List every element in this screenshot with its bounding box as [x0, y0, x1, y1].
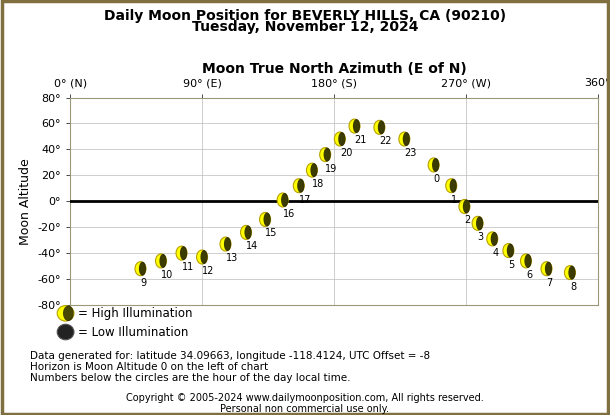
Text: 3: 3	[478, 232, 484, 242]
Ellipse shape	[310, 163, 318, 177]
Text: Numbers below the circles are the hour of the day local time.: Numbers below the circles are the hour o…	[30, 373, 351, 383]
Text: 4: 4	[492, 248, 498, 258]
X-axis label: Moon True North Azimuth (E of N): Moon True North Azimuth (E of N)	[201, 62, 467, 76]
Text: 7: 7	[547, 278, 553, 288]
Ellipse shape	[245, 225, 251, 239]
Text: 0: 0	[434, 174, 440, 184]
Ellipse shape	[135, 262, 146, 276]
Ellipse shape	[503, 244, 514, 258]
Text: 22: 22	[379, 136, 392, 146]
Ellipse shape	[338, 132, 345, 146]
Ellipse shape	[281, 193, 289, 207]
Ellipse shape	[378, 120, 385, 134]
Text: Personal non commercial use only.: Personal non commercial use only.	[220, 404, 390, 414]
Y-axis label: Moon Altitude: Moon Altitude	[19, 158, 32, 245]
Ellipse shape	[297, 179, 304, 193]
Ellipse shape	[487, 232, 498, 246]
Text: 21: 21	[354, 135, 367, 145]
Text: Copyright © 2005-2024 www.dailymoonposition.com, All rights reserved.: Copyright © 2005-2024 www.dailymoonposit…	[126, 393, 484, 403]
Text: Daily Moon Position for BEVERLY HILLS, CA (90210): Daily Moon Position for BEVERLY HILLS, C…	[104, 9, 506, 23]
Text: = High Illumination: = High Illumination	[77, 307, 192, 320]
Ellipse shape	[196, 250, 207, 264]
Ellipse shape	[432, 158, 439, 172]
Text: = Low Illumination: = Low Illumination	[77, 325, 188, 339]
Ellipse shape	[472, 216, 483, 230]
Text: 15: 15	[265, 228, 278, 238]
Text: 16: 16	[282, 209, 295, 219]
Ellipse shape	[374, 120, 385, 134]
Ellipse shape	[240, 225, 251, 239]
Ellipse shape	[399, 132, 410, 146]
Ellipse shape	[323, 148, 331, 161]
Ellipse shape	[293, 179, 304, 193]
Ellipse shape	[463, 200, 470, 213]
Text: 11: 11	[182, 262, 194, 272]
Ellipse shape	[353, 119, 360, 133]
Text: 13: 13	[226, 253, 238, 263]
Text: 17: 17	[299, 195, 311, 205]
Text: 1: 1	[451, 195, 458, 205]
Ellipse shape	[459, 200, 470, 213]
Ellipse shape	[156, 254, 167, 268]
Ellipse shape	[57, 324, 74, 340]
Text: Tuesday, November 12, 2024: Tuesday, November 12, 2024	[192, 20, 418, 34]
Ellipse shape	[277, 193, 288, 207]
Ellipse shape	[264, 212, 271, 227]
Ellipse shape	[260, 212, 271, 227]
Ellipse shape	[446, 179, 457, 193]
Ellipse shape	[507, 244, 514, 258]
Ellipse shape	[428, 158, 439, 172]
Ellipse shape	[201, 250, 207, 264]
Text: 12: 12	[202, 266, 215, 276]
Ellipse shape	[320, 148, 331, 161]
Ellipse shape	[545, 262, 552, 276]
Ellipse shape	[525, 254, 531, 268]
Ellipse shape	[334, 132, 345, 146]
Ellipse shape	[541, 262, 552, 276]
Ellipse shape	[569, 266, 575, 280]
Ellipse shape	[476, 216, 483, 230]
Ellipse shape	[349, 119, 360, 133]
Text: 19: 19	[325, 164, 337, 173]
Ellipse shape	[564, 266, 575, 280]
Ellipse shape	[306, 163, 317, 177]
Ellipse shape	[63, 305, 74, 321]
Text: Horizon is Moon Altitude 0 on the left of chart: Horizon is Moon Altitude 0 on the left o…	[30, 362, 268, 372]
Ellipse shape	[180, 246, 187, 260]
Ellipse shape	[159, 254, 167, 268]
Text: 20: 20	[340, 148, 352, 158]
Ellipse shape	[220, 237, 231, 251]
Ellipse shape	[139, 262, 146, 276]
Ellipse shape	[490, 232, 498, 246]
Text: 5: 5	[508, 259, 515, 269]
Text: 10: 10	[161, 270, 173, 280]
Ellipse shape	[450, 179, 457, 193]
Ellipse shape	[520, 254, 531, 268]
Ellipse shape	[224, 237, 231, 251]
Ellipse shape	[176, 246, 187, 260]
Ellipse shape	[403, 132, 410, 146]
Text: 14: 14	[246, 242, 258, 251]
Text: 9: 9	[140, 278, 146, 288]
Ellipse shape	[57, 305, 74, 321]
Text: Data generated for: latitude 34.09663, longitude -118.4124, UTC Offset = -8: Data generated for: latitude 34.09663, l…	[30, 351, 431, 361]
Text: 8: 8	[570, 281, 576, 292]
Text: 2: 2	[464, 215, 471, 225]
Text: 6: 6	[526, 270, 532, 280]
Text: 23: 23	[404, 148, 417, 158]
Text: 18: 18	[312, 179, 325, 189]
